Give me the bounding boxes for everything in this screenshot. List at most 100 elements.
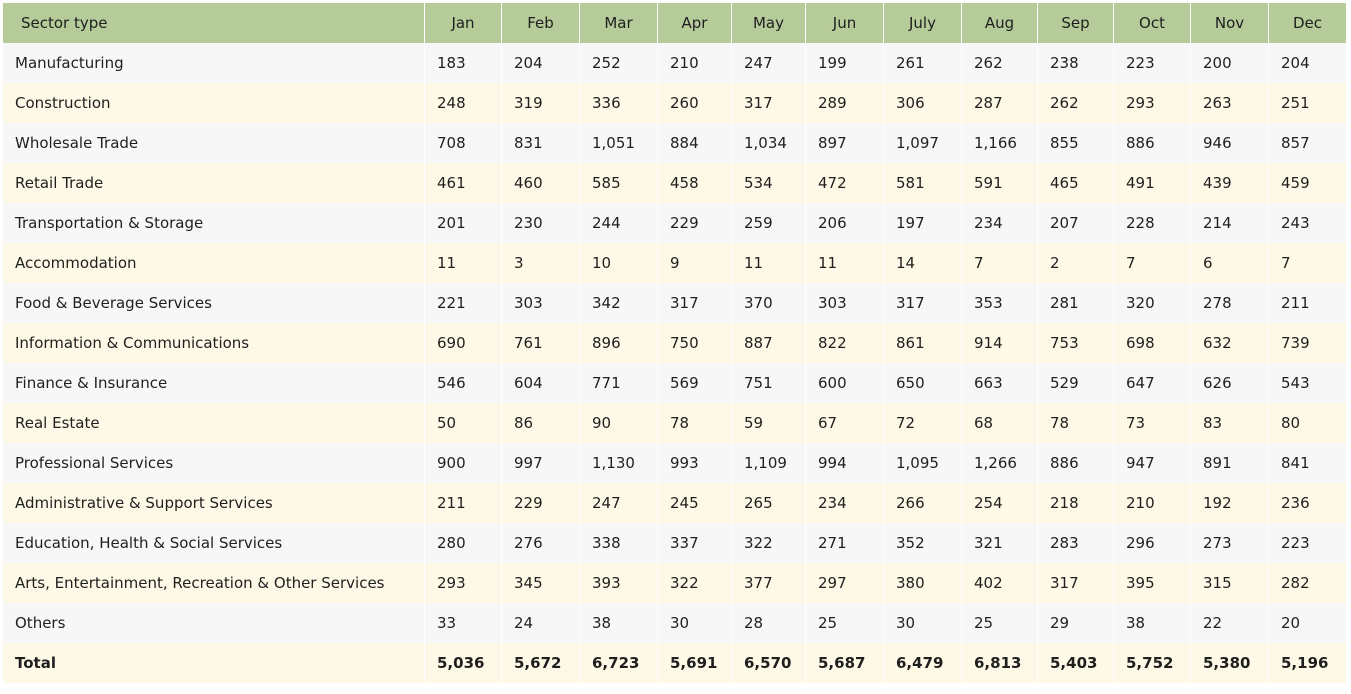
value-cell: 632 <box>1191 323 1269 363</box>
value-cell: 29 <box>1038 603 1114 643</box>
value-cell: 303 <box>502 283 580 323</box>
value-cell: 204 <box>502 43 580 83</box>
value-cell: 50 <box>425 403 502 443</box>
value-cell: 491 <box>1114 163 1191 203</box>
value-cell: 581 <box>884 163 962 203</box>
value-cell: 296 <box>1114 523 1191 563</box>
value-cell: 393 <box>580 563 658 603</box>
value-cell: 2 <box>1038 243 1114 283</box>
value-cell: 207 <box>1038 203 1114 243</box>
value-cell: 229 <box>658 203 732 243</box>
value-cell: 211 <box>425 483 502 523</box>
value-cell: 283 <box>1038 523 1114 563</box>
value-cell: 252 <box>580 43 658 83</box>
column-header-mar: Mar <box>580 3 658 43</box>
value-cell: 460 <box>502 163 580 203</box>
table-row: Manufacturing 183 204 252 210 247 199 261 262 238… <box>3 43 1346 83</box>
value-cell: 20 <box>1269 603 1346 643</box>
value-cell: 1,034 <box>732 123 806 163</box>
value-cell: 353 <box>962 283 1038 323</box>
value-cell: 11 <box>732 243 806 283</box>
value-cell: 1,109 <box>732 443 806 483</box>
value-cell: 914 <box>962 323 1038 363</box>
value-cell: 338 <box>580 523 658 563</box>
value-cell: 210 <box>658 43 732 83</box>
sector-name: Wholesale Trade <box>3 123 425 163</box>
value-cell: 261 <box>884 43 962 83</box>
value-cell: 206 <box>806 203 884 243</box>
value-cell: 569 <box>658 363 732 403</box>
value-cell: 68 <box>962 403 1038 443</box>
column-header-july: July <box>884 3 962 43</box>
value-cell: 855 <box>1038 123 1114 163</box>
value-cell: 322 <box>732 523 806 563</box>
value-cell: 262 <box>962 43 1038 83</box>
column-header-jan: Jan <box>425 3 502 43</box>
value-cell: 751 <box>732 363 806 403</box>
sector-name: Real Estate <box>3 403 425 443</box>
column-header-oct: Oct <box>1114 3 1191 43</box>
value-cell: 72 <box>884 403 962 443</box>
value-cell: 997 <box>502 443 580 483</box>
value-cell: 698 <box>1114 323 1191 363</box>
value-cell: 886 <box>1038 443 1114 483</box>
value-cell: 458 <box>658 163 732 203</box>
value-cell: 591 <box>962 163 1038 203</box>
value-cell: 439 <box>1191 163 1269 203</box>
value-cell: 265 <box>732 483 806 523</box>
value-cell: 251 <box>1269 83 1346 123</box>
value-cell: 753 <box>1038 323 1114 363</box>
value-cell: 320 <box>1114 283 1191 323</box>
value-cell: 67 <box>806 403 884 443</box>
value-cell: 238 <box>1038 43 1114 83</box>
value-cell: 306 <box>884 83 962 123</box>
value-cell: 750 <box>658 323 732 363</box>
table-row: Accommodation 11 3 10 9 11 11 14 7 2 7 6 7 <box>3 243 1346 283</box>
total-cell: 5,691 <box>658 643 732 683</box>
value-cell: 271 <box>806 523 884 563</box>
value-cell: 14 <box>884 243 962 283</box>
value-cell: 266 <box>884 483 962 523</box>
column-header-nov: Nov <box>1191 3 1269 43</box>
table-row: Arts, Entertainment, Recreation & Other … <box>3 563 1346 603</box>
value-cell: 317 <box>884 283 962 323</box>
value-cell: 370 <box>732 283 806 323</box>
value-cell: 3 <box>502 243 580 283</box>
value-cell: 38 <box>580 603 658 643</box>
value-cell: 600 <box>806 363 884 403</box>
value-cell: 78 <box>1038 403 1114 443</box>
sector-monthly-table: Sector type Jan Feb Mar Apr May Jun July Aug Sep O… <box>3 3 1346 683</box>
value-cell: 199 <box>806 43 884 83</box>
value-cell: 994 <box>806 443 884 483</box>
value-cell: 293 <box>1114 83 1191 123</box>
value-cell: 1,266 <box>962 443 1038 483</box>
value-cell: 315 <box>1191 563 1269 603</box>
sector-name: Food & Beverage Services <box>3 283 425 323</box>
value-cell: 245 <box>658 483 732 523</box>
value-cell: 281 <box>1038 283 1114 323</box>
sector-name: Arts, Entertainment, Recreation & Other … <box>3 563 425 603</box>
table-header-row: Sector type Jan Feb Mar Apr May Jun July Aug Sep O… <box>3 3 1346 43</box>
value-cell: 546 <box>425 363 502 403</box>
value-cell: 771 <box>580 363 658 403</box>
value-cell: 461 <box>425 163 502 203</box>
total-cell: 6,723 <box>580 643 658 683</box>
value-cell: 293 <box>425 563 502 603</box>
value-cell: 337 <box>658 523 732 563</box>
table-row: Others 33 24 38 30 28 25 30 25 29 38 22 20 <box>3 603 1346 643</box>
value-cell: 211 <box>1269 283 1346 323</box>
value-cell: 200 <box>1191 43 1269 83</box>
value-cell: 663 <box>962 363 1038 403</box>
value-cell: 25 <box>962 603 1038 643</box>
value-cell: 73 <box>1114 403 1191 443</box>
value-cell: 761 <box>502 323 580 363</box>
value-cell: 7 <box>1269 243 1346 283</box>
value-cell: 841 <box>1269 443 1346 483</box>
value-cell: 534 <box>732 163 806 203</box>
value-cell: 280 <box>425 523 502 563</box>
value-cell: 321 <box>962 523 1038 563</box>
value-cell: 254 <box>962 483 1038 523</box>
table-row: Finance & Insurance 546 604 771 569 751 600 650… <box>3 363 1346 403</box>
value-cell: 33 <box>425 603 502 643</box>
table-row: Administrative & Support Services 211 229 2… <box>3 483 1346 523</box>
